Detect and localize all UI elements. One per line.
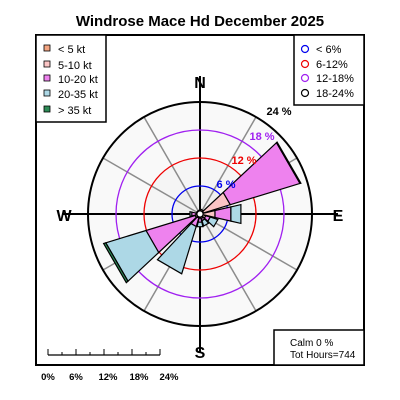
petal-210-bin-3: [156, 222, 197, 275]
speed-legend-label-1: 5-10 kt: [58, 60, 92, 72]
speed-legend-swatch-3: [43, 89, 51, 97]
ring-18: [115, 129, 285, 299]
speed-legend-swatch-4: [43, 105, 51, 113]
speed-legend-label-4: > 35 kt: [58, 105, 91, 117]
ring-legend: < 6% 6-12% 12-18% 18-24%: [293, 34, 365, 106]
speed-legend-label-0: < 5 kt: [58, 44, 85, 56]
petal-120-bin-3: [207, 216, 219, 228]
ring-legend-label-0: < 6%: [316, 44, 342, 56]
ring-label-12: 12 %: [231, 155, 256, 167]
compass-south: S: [195, 345, 206, 362]
speed-legend-label-3: 20-35 kt: [58, 89, 98, 101]
speed-legend-label-2: 10-20 kt: [58, 74, 98, 86]
ring-legend-marker-2: [300, 73, 310, 83]
ring-12: [143, 157, 257, 271]
speed-legend-swatch-1: [43, 60, 51, 68]
ring-legend-label-2: 12-18%: [316, 73, 354, 85]
speed-legend-swatch-0: [43, 44, 51, 52]
compass-east: E: [333, 208, 344, 225]
hours-label: Tot Hours=744: [290, 350, 356, 361]
calm-circle: [196, 210, 204, 218]
ring-legend-marker-3: [300, 88, 310, 98]
ring-legend-label-3: 18-24%: [316, 88, 354, 100]
ring-label-18: 18 %: [249, 131, 274, 143]
petal-150-bin-3: [201, 218, 210, 227]
scale-tick-label-2: 12%: [98, 372, 118, 383]
petal-270-bin-2: [191, 211, 197, 217]
ring-24: [87, 101, 313, 327]
compass-west: W: [56, 208, 72, 225]
scale-tick-label-0: 0%: [41, 372, 55, 383]
plot-frame: [35, 34, 365, 366]
speed-legend: < 5 kt 5-10 kt 10-20 kt 20-35 kt > 35 kt: [35, 34, 107, 123]
ring-legend-label-1: 6-12%: [316, 59, 348, 71]
scale-tick-label-1: 6%: [69, 372, 83, 383]
petal-270-bin-3: [189, 210, 193, 218]
scale-bar: 0% 6% 12% 18% 24%: [41, 349, 179, 383]
petal-60-bin-3: [275, 141, 302, 185]
compass-north: N: [194, 75, 206, 92]
scale-tick-label-4: 24%: [159, 372, 179, 383]
chart-title: Windrose Mace Hd December 2025: [76, 13, 324, 30]
speed-legend-swatch-2: [43, 74, 51, 82]
scale-tick-label-3: 18%: [129, 372, 149, 383]
ring-label-24: 24 %: [266, 106, 291, 118]
calm-info-box: Calm 0 % Tot Hours=744: [273, 329, 365, 366]
petal-180-bin-3: [196, 221, 204, 228]
petal-240-bin-4: [102, 242, 129, 284]
ring-legend-marker-0: [300, 44, 310, 54]
calm-label: Calm 0 %: [290, 338, 333, 349]
petal-90-bin-3: [230, 203, 242, 225]
ring-legend-marker-1: [300, 59, 310, 69]
ring-label-6: 6 %: [217, 179, 236, 191]
